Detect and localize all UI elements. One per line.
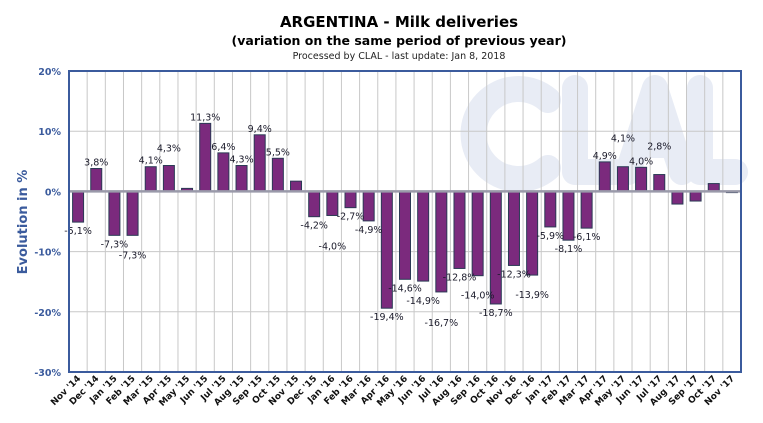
data-label: -5,9% [537, 231, 565, 242]
data-label: -6,1% [573, 232, 601, 243]
data-label: 3,8% [84, 158, 108, 169]
data-label: -5,1% [64, 226, 92, 237]
bar [271, 157, 284, 192]
bar [126, 190, 139, 236]
bar [616, 166, 629, 192]
chart-title: ARGENTINA - Milk deliveries [280, 13, 518, 31]
bar [544, 190, 557, 228]
bar [689, 190, 702, 202]
source-note: Processed by CLAL - last update: Jan 8, … [293, 51, 506, 62]
bar [489, 190, 502, 305]
bar [507, 190, 520, 266]
bar [471, 190, 484, 277]
y-tick-label: 10% [38, 127, 61, 138]
data-label: -14,0% [461, 291, 495, 302]
data-label: 4,3% [229, 155, 253, 166]
data-label: -7,3% [119, 250, 147, 261]
bar [598, 161, 611, 192]
data-label: -19,4% [370, 312, 404, 323]
data-label: 4,3% [157, 144, 181, 155]
bar [308, 190, 321, 218]
data-label: 4,9% [593, 151, 617, 162]
y-tick-label: -20% [34, 308, 61, 319]
data-label: 5,5% [266, 147, 290, 158]
bar [235, 165, 248, 192]
data-label: 4,0% [629, 156, 653, 167]
data-label: -4,9% [355, 225, 383, 236]
data-label: 11,3% [190, 112, 220, 123]
bar [90, 168, 103, 192]
data-label: 4,1% [139, 156, 163, 167]
bar [635, 166, 648, 192]
plot-frame [68, 70, 742, 373]
bar [162, 165, 175, 192]
data-label: 2,8% [647, 142, 671, 153]
bar [253, 134, 266, 192]
y-axis-title: Evolution in % [16, 170, 31, 275]
y-tick-label: 0% [45, 187, 62, 198]
data-label: -14,9% [406, 296, 440, 307]
data-label: -12,8% [443, 272, 477, 283]
data-label: 6,4% [211, 142, 235, 153]
data-label: -8,1% [555, 244, 583, 255]
chart-subtitle: (variation on the same period of previou… [232, 33, 567, 48]
y-tick-label: -10% [34, 248, 61, 259]
data-label: -14,6% [388, 283, 422, 294]
data-label: 9,4% [248, 124, 272, 135]
data-label: -7,3% [101, 239, 129, 250]
bar [144, 166, 157, 192]
data-label: 4,1% [611, 134, 635, 145]
bar [344, 190, 357, 209]
data-label: -4,2% [300, 221, 328, 232]
data-label: -16,7% [425, 318, 459, 329]
bar [671, 190, 684, 205]
y-tick-label: -30% [34, 368, 61, 379]
bar [217, 152, 230, 192]
data-label: -4,0% [319, 241, 347, 252]
bar [453, 190, 466, 269]
bar [653, 174, 666, 192]
bar [108, 190, 121, 236]
data-label: -12,3% [497, 269, 531, 280]
data-label: -2,7% [337, 212, 365, 223]
bar [417, 190, 430, 282]
data-label: -18,7% [479, 308, 513, 319]
bar [362, 190, 375, 222]
bar [290, 180, 303, 192]
data-label: -13,9% [515, 290, 549, 301]
y-tick-label: 20% [38, 67, 61, 78]
bar [199, 122, 212, 192]
bar [399, 190, 411, 280]
bar [72, 190, 85, 223]
bar [580, 190, 593, 229]
